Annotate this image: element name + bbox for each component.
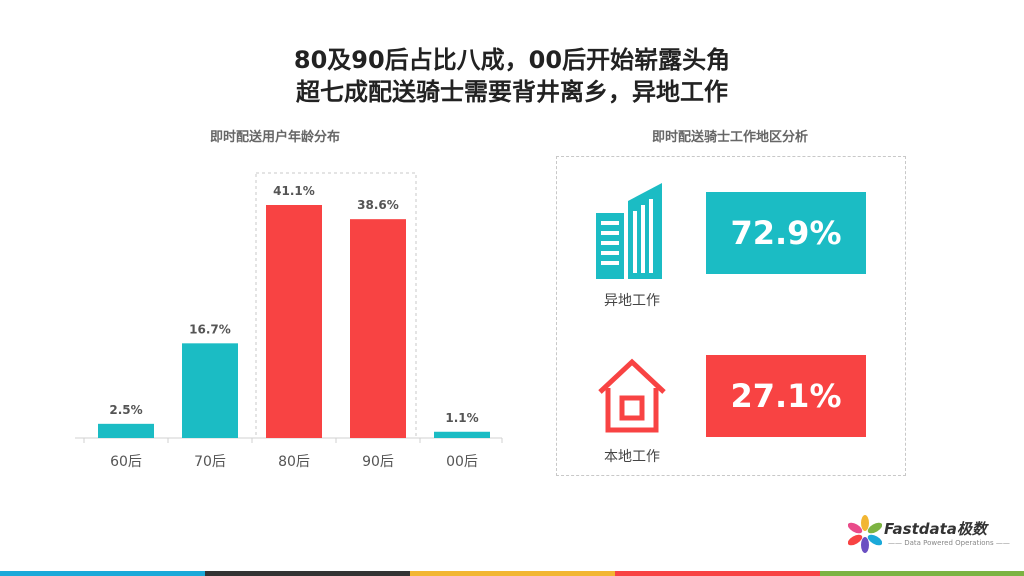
footer-segment [410, 571, 615, 576]
bar-00后 [434, 431, 490, 438]
data-label: 38.6% [357, 198, 399, 212]
footer-segment [0, 571, 205, 576]
data-label: 1.1% [445, 411, 478, 425]
footer-segment [205, 571, 410, 576]
data-label: 41.1% [273, 184, 315, 198]
bar-90后 [350, 219, 406, 438]
x-tick-label: 80后 [278, 454, 310, 470]
flower-logo-icon [848, 515, 882, 553]
footer-segment [615, 571, 820, 576]
remote-work-value: 72.9% [706, 192, 866, 274]
brand-logo: Fastdata极数 —— Data Powered Operations —— [848, 510, 1010, 560]
region-panel [556, 156, 906, 476]
footer-color-strip [0, 571, 1024, 576]
main-title-line1: 80及90后占比八成，00后开始崭露头角 [293, 46, 731, 74]
x-tick-label: 60后 [110, 454, 142, 470]
region-label-local: 本地工作 [604, 449, 660, 465]
local-work-value: 27.1% [706, 355, 866, 437]
logo-name: Fastdata极数 [884, 520, 987, 538]
data-label: 2.5% [109, 403, 142, 417]
logo-tagline: —— Data Powered Operations —— [888, 539, 1010, 547]
house-icon [598, 358, 666, 433]
region-chart-title: 即时配送骑士工作地区分析 [652, 130, 809, 145]
x-tick-label: 00后 [446, 454, 478, 470]
data-label: 16.7% [189, 322, 231, 336]
region-label-remote: 异地工作 [604, 293, 660, 309]
x-tick-label: 90后 [362, 454, 394, 470]
main-title-line2: 超七成配送骑士需要背井离乡，异地工作 [296, 78, 728, 106]
bar-70后 [182, 343, 238, 438]
bar-60后 [98, 423, 154, 438]
age-chart-title: 即时配送用户年龄分布 [210, 130, 341, 145]
bar-80后 [266, 205, 322, 438]
x-tick-label: 70后 [194, 454, 226, 470]
building-icon [596, 183, 662, 279]
footer-segment [820, 571, 1024, 576]
